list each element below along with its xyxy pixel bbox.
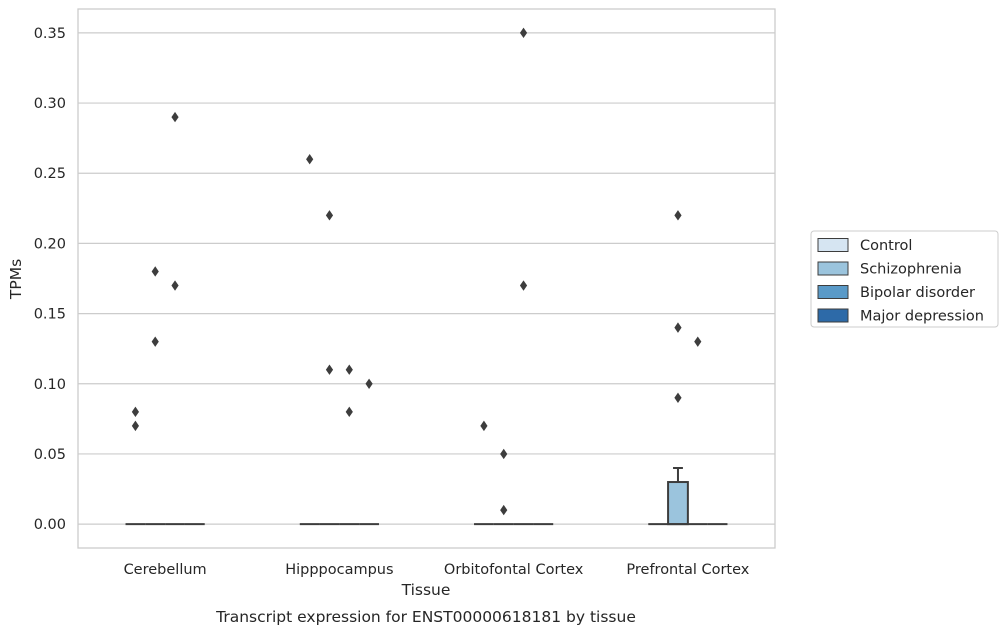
plot-background [78, 9, 775, 548]
outlier-2-2-0 [519, 280, 528, 291]
x-tick-label-3: Prefrontal Cortex [626, 562, 749, 578]
legend-swatch-2 [817, 285, 849, 299]
box-3-1 [359, 378, 379, 526]
legend-item-1: Schizophrenia [817, 261, 962, 278]
box-1-1 [319, 210, 340, 526]
y-tick-label-5: 0.25 [34, 166, 66, 182]
box-0-2 [474, 420, 494, 526]
box-1-0 [145, 266, 166, 526]
series-2 [165, 27, 708, 526]
chart-caption: Transcript expression for ENST0000061818… [215, 608, 636, 626]
legend-label-3: Major depression [860, 309, 984, 325]
box-2-1 [339, 364, 360, 526]
outlier-2-1-1 [345, 364, 353, 375]
box-1-3 [667, 210, 689, 526]
x-tick-labels: Cerebellum Hipppocampus Orbitofontal Corte… [124, 562, 750, 578]
x-tick-label-1: Hipppocampus [285, 562, 393, 578]
outlier-1-2-1 [500, 448, 508, 460]
legend-item-2: Bipolar disorder [817, 285, 975, 301]
outlier-1-3-0 [674, 392, 682, 404]
legend-label-1: Schizophrenia [860, 262, 962, 278]
legend: Control Schizophrenia Bipolar disorder Majo… [810, 230, 999, 328]
y-tick-label-2: 0.10 [34, 377, 66, 393]
x-tick-label-2: Orbitofontal Cortex [444, 562, 584, 578]
box-0-1 [299, 153, 320, 526]
legend-frame [810, 230, 999, 328]
box-series [125, 27, 728, 526]
outlier-1-3-2 [674, 210, 682, 221]
outlier-1-1-0 [325, 364, 334, 375]
outlier-0-1-0 [306, 153, 314, 165]
series-1 [145, 210, 689, 526]
y-tick-label-0: 0.00 [34, 517, 66, 533]
legend-item-3: Major depression [817, 308, 984, 325]
outlier-2-3-0 [694, 336, 702, 347]
y-tick-label-6: 0.30 [34, 96, 66, 112]
legend-swatch-1 [817, 261, 849, 276]
series-3 [184, 378, 728, 526]
y-tick-label-3: 0.15 [34, 307, 66, 323]
legend-swatch-3 [817, 308, 849, 323]
box-0-0 [125, 406, 146, 526]
legend-item-0: Control [817, 238, 912, 254]
outlier-1-0-1 [151, 266, 159, 277]
legend-label-0: Control [860, 238, 912, 254]
legend-label-2: Bipolar disorder [860, 285, 975, 301]
outlier-1-2-0 [500, 504, 508, 516]
outlier-1-1-1 [325, 210, 334, 221]
y-axis-label: TPMs [7, 259, 25, 300]
box-2-0 [165, 111, 185, 526]
legend-swatch-0 [817, 238, 849, 252]
y-tick-label-4: 0.20 [34, 236, 66, 252]
y-tick-labels: 0.00 0.05 0.10 0.15 0.20 0.25 0.30 0.35 [34, 26, 66, 533]
series-0 [125, 153, 669, 526]
box-2-3 [687, 336, 708, 526]
box-2-2 [513, 27, 534, 526]
outlier-1-3-1 [674, 322, 682, 333]
outlier-2-1-0 [345, 406, 353, 418]
outlier-0-2-0 [480, 420, 488, 432]
plot-frame [77, 8, 776, 549]
outlier-0-0-1 [131, 406, 140, 418]
outlier-2-0-0 [171, 280, 179, 291]
outlier-1-0-0 [151, 336, 159, 347]
outlier-0-0-0 [131, 420, 140, 432]
box-1-2 [493, 448, 514, 526]
gridlines [78, 32, 775, 525]
box-body-1-3 [667, 481, 689, 526]
outlier-3-1-0 [365, 378, 373, 389]
outlier-2-2-1 [519, 27, 528, 39]
y-tick-label-7: 0.35 [34, 26, 66, 42]
outlier-2-0-1 [171, 111, 179, 123]
x-tick-label-0: Cerebellum [124, 562, 207, 578]
x-axis-label: Tissue [401, 581, 451, 599]
y-tick-label-1: 0.05 [34, 447, 66, 463]
